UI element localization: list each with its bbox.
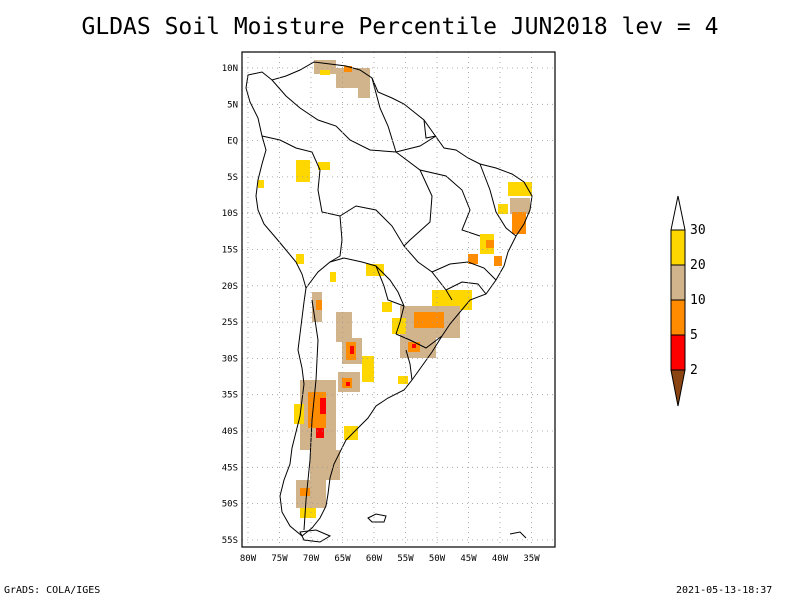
x-axis-labels: 80W 75W 70W 65W 60W 55W 50W 45W 40W 35W <box>240 554 540 564</box>
state-border <box>405 349 413 381</box>
patch <box>336 312 352 342</box>
country-border <box>271 79 437 153</box>
x-tick-label: 75W <box>271 554 288 564</box>
patch <box>316 300 322 310</box>
patch <box>330 272 336 282</box>
state-border <box>479 163 517 237</box>
patch <box>350 346 354 354</box>
y-tick-label: 35S <box>222 391 238 401</box>
patch <box>296 160 310 182</box>
color-legend: 30 20 10 5 2 <box>670 195 706 407</box>
legend-box-2-5 <box>670 334 686 371</box>
country-border <box>375 265 405 307</box>
y-tick-label: 5S <box>227 173 238 183</box>
country-border <box>423 119 437 139</box>
patch <box>344 426 358 440</box>
footer-credit: GrADS: COLA/IGES <box>4 585 101 596</box>
y-tick-label: 40S <box>222 427 238 437</box>
patch <box>296 254 304 264</box>
tierra-del-fuego <box>299 529 332 543</box>
patch <box>344 66 352 72</box>
patch <box>300 488 310 496</box>
x-tick-label: 45W <box>460 554 477 564</box>
state-border <box>445 281 487 295</box>
country-border <box>395 333 443 349</box>
y-tick-label: 10S <box>222 209 238 219</box>
patch <box>398 376 408 384</box>
country-border <box>329 215 343 263</box>
patch <box>510 198 530 214</box>
country-border <box>371 77 397 153</box>
y-tick-label: 55S <box>222 536 238 546</box>
patch <box>320 70 330 75</box>
legend-label: 10 <box>690 293 706 308</box>
legend-box-10-20 <box>670 264 686 301</box>
patch <box>300 508 316 518</box>
x-tick-label: 80W <box>240 554 257 564</box>
y-tick-label: 20S <box>222 282 238 292</box>
x-tick-label: 65W <box>334 554 351 564</box>
patch <box>414 312 444 328</box>
map-title: GLDAS Soil Moisture Percentile JUN2018 l… <box>81 14 719 40</box>
moisture-patches <box>258 60 532 518</box>
patch <box>358 88 370 98</box>
state-border <box>431 261 497 281</box>
legend-label: 5 <box>690 328 698 343</box>
country-border <box>303 299 319 531</box>
y-tick-label: 10N <box>222 64 238 74</box>
patch <box>362 356 374 382</box>
patch <box>512 212 526 234</box>
graticule <box>242 52 555 547</box>
legend-bottom-triangle <box>670 369 686 407</box>
patch <box>316 428 324 438</box>
legend-box-5-10 <box>670 299 686 336</box>
patch <box>494 256 502 266</box>
legend-label: 30 <box>690 223 706 238</box>
x-tick-label: 60W <box>366 554 383 564</box>
legend-top-triangle <box>670 195 686 231</box>
patch <box>498 204 508 214</box>
x-tick-label: 70W <box>303 554 320 564</box>
coastlines <box>245 61 533 543</box>
y-tick-label: 30S <box>222 354 238 364</box>
patch <box>258 180 264 188</box>
state-border <box>403 169 433 247</box>
x-tick-label: 55W <box>397 554 414 564</box>
y-tick-label: 45S <box>222 463 238 473</box>
legend-box-20-30 <box>670 229 686 266</box>
legend-label: 2 <box>690 363 698 378</box>
patch <box>382 302 392 312</box>
x-tick-label: 50W <box>429 554 446 564</box>
country-border <box>261 135 453 301</box>
patch <box>314 60 336 74</box>
patch <box>468 254 478 264</box>
state-border <box>395 151 481 237</box>
patch <box>310 450 340 480</box>
patch <box>486 240 494 248</box>
legend-label: 20 <box>690 258 706 273</box>
falklands <box>367 513 387 523</box>
south-georgia <box>509 531 527 539</box>
y-tick-label: EQ <box>227 137 238 147</box>
map-frame <box>241 51 556 548</box>
y-axis-labels: 10N 5N EQ 5S 10S 15S 20S 25S 30S 35S 40S 45S 50S 55S <box>222 64 238 546</box>
patch <box>336 68 370 88</box>
y-tick-label: 50S <box>222 500 238 510</box>
patch <box>318 162 330 170</box>
x-tick-label: 35W <box>523 554 540 564</box>
footer-timestamp: 2021-05-13-18:37 <box>676 585 773 596</box>
y-tick-label: 25S <box>222 318 238 328</box>
south-america-coastline <box>245 61 533 537</box>
patch <box>346 382 350 386</box>
patch <box>320 398 326 414</box>
patch <box>412 344 416 348</box>
patch <box>294 404 304 424</box>
y-tick-label: 15S <box>222 246 238 256</box>
y-tick-label: 5N <box>227 100 238 110</box>
x-tick-label: 40W <box>492 554 509 564</box>
patch <box>366 264 384 276</box>
